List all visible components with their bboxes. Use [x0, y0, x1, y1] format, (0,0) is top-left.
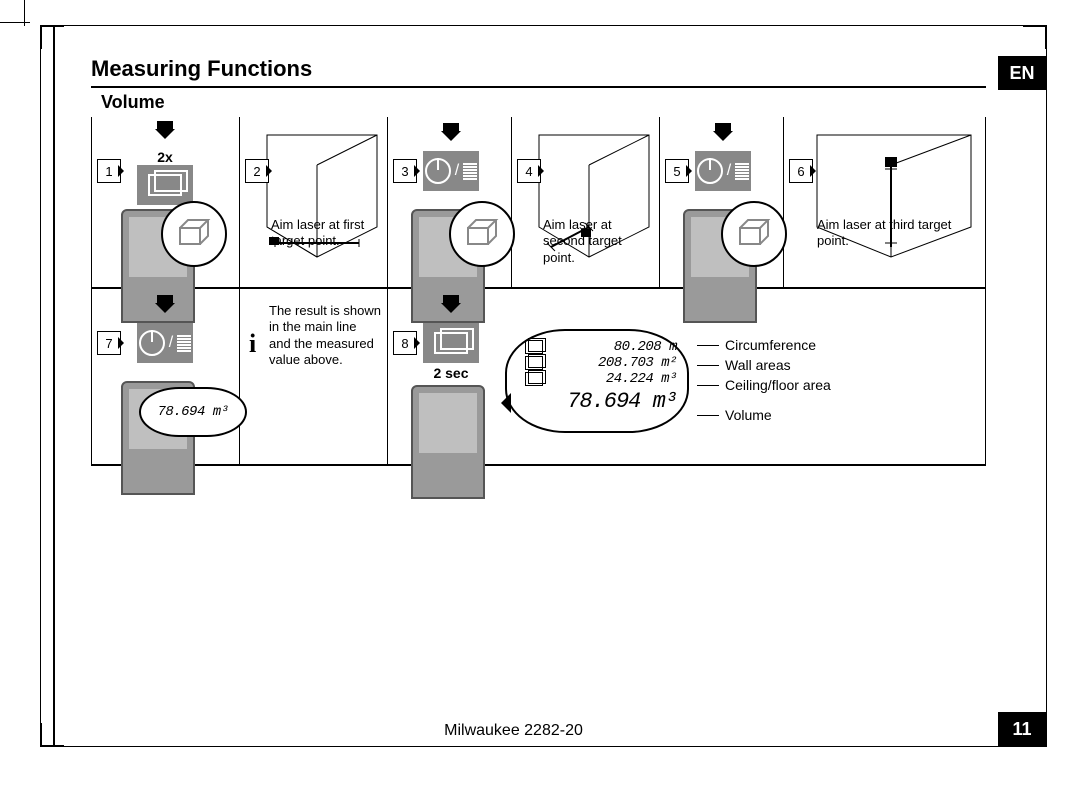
- arrow-icon: [441, 303, 461, 323]
- readout-wall-areas: 208.703 m²: [549, 355, 677, 371]
- arrow-icon: [157, 295, 173, 303]
- readout-row-wall: 208.703 m²: [525, 355, 677, 371]
- step-3-cell: 3 /: [387, 117, 511, 287]
- step-5-cell: 5 /: [659, 117, 783, 287]
- step-8-cell: 8 2 sec 80.208: [387, 289, 985, 464]
- step-badge-7: 7: [97, 331, 121, 355]
- page-number: 11: [998, 712, 1046, 746]
- readout-circumference: 80.208 m: [549, 339, 677, 355]
- two-sec-label: 2 sec: [423, 365, 479, 381]
- gutter-line: [41, 26, 55, 746]
- volume-mode-icon: [137, 165, 193, 205]
- result-legend: Circumference Wall areas Ceiling/floor a…: [697, 335, 831, 425]
- room-height-icon: [783, 117, 985, 287]
- floor-area-icon: [525, 372, 543, 386]
- step-badge-3: 3: [393, 159, 417, 183]
- step-4-cell: 4 Aim laser at second target point.: [511, 117, 659, 287]
- instruction-aim2: Aim laser at second target point.: [543, 217, 657, 266]
- step-1-cell: 1 2x: [91, 117, 239, 287]
- info-cell: i The result is shown in the main line a…: [239, 289, 387, 464]
- arrow-icon: [441, 131, 461, 151]
- steps-row-2: 7 / 78.694 m³: [91, 289, 986, 466]
- readout-row-floor: 24.224 m³: [525, 371, 677, 387]
- heading-main: Measuring Functions: [91, 56, 986, 88]
- arrow-icon: [157, 121, 173, 129]
- instruction-result: The result is shown in the main line and…: [269, 303, 381, 368]
- readout-small: 78.694 m³: [139, 387, 247, 437]
- readout-row-circumference: 80.208 m: [525, 339, 677, 355]
- arrow-icon: [713, 131, 733, 151]
- instruction-aim3: Aim laser at third target point.: [817, 217, 967, 250]
- step-7-cell: 7 / 78.694 m³: [91, 289, 239, 464]
- step-badge-5: 5: [665, 159, 689, 183]
- measure-button-icon: /: [423, 151, 479, 191]
- arrow-icon: [443, 123, 459, 131]
- two-x-label: 2x: [137, 149, 193, 165]
- legend-circumference: Circumference: [725, 337, 816, 353]
- legend-ceiling-floor: Ceiling/floor area: [725, 377, 831, 393]
- readout-ceiling-floor: 24.224 m³: [549, 371, 677, 387]
- circumference-icon: [525, 340, 543, 354]
- crop-mark-tr: [1023, 25, 1047, 49]
- readout-volume: 78.694 m³: [525, 389, 677, 414]
- step-badge-6: 6: [789, 159, 813, 183]
- step-badge-8: 8: [393, 331, 417, 355]
- wall-area-icon: [525, 356, 543, 370]
- instruction-aim1: Aim laser at first target point.: [271, 217, 381, 250]
- volume-mode-icon: [423, 323, 479, 363]
- measure-button-icon: /: [695, 151, 751, 191]
- screen-bubble-cube: [721, 201, 787, 267]
- laser-spark-icon: [683, 209, 699, 225]
- page-frame: EN 11 Milwaukee 2282-20 Measuring Functi…: [40, 25, 1047, 747]
- language-tab: EN: [998, 56, 1046, 90]
- screen-bubble-cube: [161, 201, 227, 267]
- device-illustration: [411, 385, 485, 499]
- step-2-cell: 2 Aim laser at first target point.: [239, 117, 387, 287]
- step-badge-4: 4: [517, 159, 541, 183]
- info-icon: i: [249, 329, 256, 359]
- heading-sub: Volume: [101, 92, 986, 113]
- legend-volume: Volume: [725, 407, 772, 423]
- laser-spark-icon: [411, 209, 427, 225]
- screen-bubble-cube: [449, 201, 515, 267]
- arrow-icon: [443, 295, 459, 303]
- steps-row-1: 1 2x: [91, 117, 986, 289]
- readout-small-value: 78.694 m³: [157, 404, 228, 420]
- arrow-icon: [155, 129, 175, 149]
- laser-spark-icon: [121, 209, 137, 225]
- room-length-icon: [239, 117, 387, 287]
- arrow-icon: [155, 303, 175, 323]
- readout-bubble: 80.208 m 208.703 m² 24.224 m³ 78.694 m³: [505, 329, 689, 433]
- measure-button-icon: /: [137, 323, 193, 363]
- legend-wall-areas: Wall areas: [725, 357, 791, 373]
- footer-model: Milwaukee 2282-20: [41, 722, 986, 740]
- content-area: Measuring Functions Volume 1 2x: [91, 56, 986, 706]
- step-badge-1: 1: [97, 159, 121, 183]
- step-6-cell: 6 Aim laser at third target point.: [783, 117, 985, 287]
- step-badge-2: 2: [245, 159, 269, 183]
- arrow-icon: [715, 123, 731, 131]
